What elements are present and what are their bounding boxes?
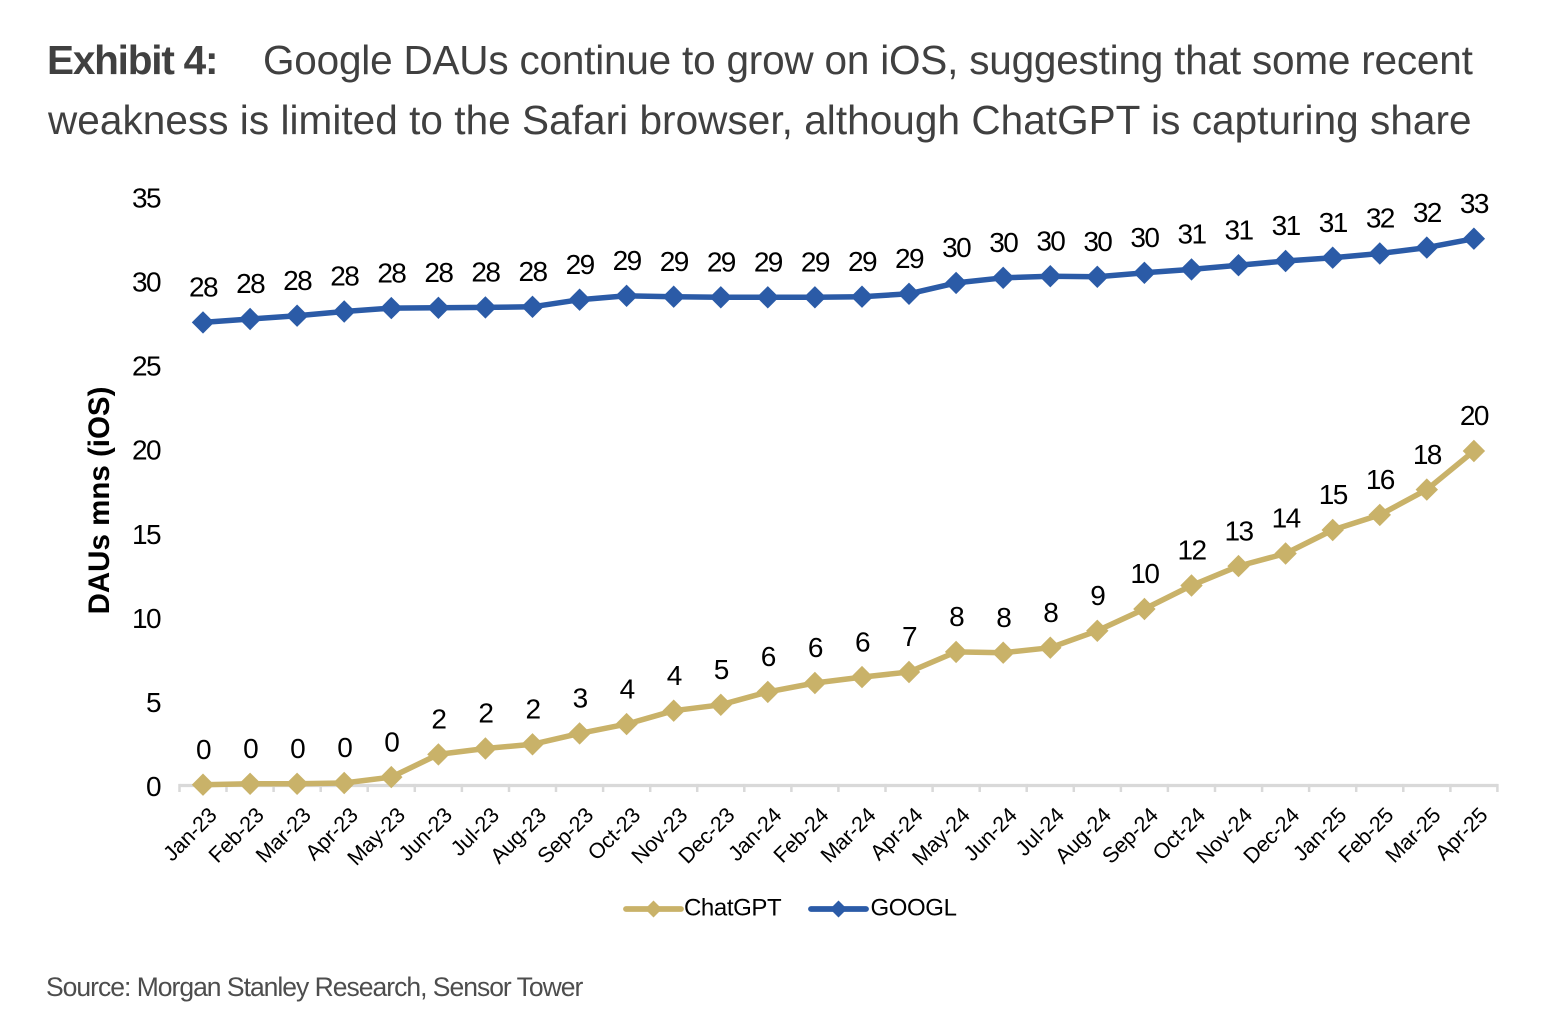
svg-text:2: 2 xyxy=(526,694,541,725)
svg-text:29: 29 xyxy=(801,247,830,278)
svg-text:6: 6 xyxy=(761,641,776,672)
svg-text:7: 7 xyxy=(902,621,917,652)
svg-text:30: 30 xyxy=(132,267,161,298)
svg-text:35: 35 xyxy=(132,183,161,214)
svg-text:Google DAUs continue to grow o: Google DAUs continue to grow on iOS, sug… xyxy=(263,37,1473,83)
svg-text:15: 15 xyxy=(132,519,161,550)
svg-text:10: 10 xyxy=(132,603,161,634)
svg-text:31: 31 xyxy=(1319,207,1348,238)
svg-text:20: 20 xyxy=(1460,400,1489,431)
svg-text:28: 28 xyxy=(471,257,500,288)
svg-text:2: 2 xyxy=(431,704,446,735)
svg-text:4: 4 xyxy=(667,660,682,691)
svg-text:weakness is limited to the Saf: weakness is limited to the Safari browse… xyxy=(47,97,1472,143)
svg-text:28: 28 xyxy=(330,261,359,292)
svg-text:31: 31 xyxy=(1225,214,1254,245)
svg-text:DAUs mns (iOS): DAUs mns (iOS) xyxy=(83,387,116,615)
svg-text:Exhibit 4:: Exhibit 4: xyxy=(47,37,217,83)
svg-text:15: 15 xyxy=(1319,479,1348,510)
svg-text:9: 9 xyxy=(1090,580,1105,611)
svg-text:29: 29 xyxy=(566,249,595,280)
svg-text:30: 30 xyxy=(989,227,1018,258)
svg-text:28: 28 xyxy=(377,257,406,288)
svg-text:29: 29 xyxy=(613,245,642,276)
svg-text:2: 2 xyxy=(478,698,493,729)
svg-text:28: 28 xyxy=(519,256,548,287)
svg-text:28: 28 xyxy=(283,265,312,296)
svg-text:8: 8 xyxy=(996,602,1011,633)
svg-text:30: 30 xyxy=(1083,226,1112,257)
svg-text:18: 18 xyxy=(1413,439,1442,470)
svg-text:20: 20 xyxy=(132,435,161,466)
svg-text:0: 0 xyxy=(243,733,258,764)
svg-text:GOOGL: GOOGL xyxy=(871,895,957,922)
svg-text:14: 14 xyxy=(1272,503,1301,534)
svg-text:30: 30 xyxy=(942,232,971,263)
svg-text:30: 30 xyxy=(1130,222,1159,253)
svg-text:31: 31 xyxy=(1272,210,1301,241)
svg-text:5: 5 xyxy=(146,687,161,718)
svg-text:29: 29 xyxy=(754,247,783,278)
svg-text:0: 0 xyxy=(337,732,352,763)
svg-text:5: 5 xyxy=(714,654,729,685)
svg-text:29: 29 xyxy=(707,247,736,278)
svg-text:28: 28 xyxy=(236,268,265,299)
svg-text:25: 25 xyxy=(132,351,161,382)
svg-text:4: 4 xyxy=(620,673,635,704)
svg-text:28: 28 xyxy=(424,257,453,288)
svg-text:Source: Morgan Stanley Researc: Source: Morgan Stanley Research, Sensor … xyxy=(46,972,584,1002)
svg-text:29: 29 xyxy=(660,246,689,277)
svg-text:33: 33 xyxy=(1460,188,1489,219)
svg-text:29: 29 xyxy=(848,246,877,277)
svg-text:12: 12 xyxy=(1178,535,1207,566)
svg-text:0: 0 xyxy=(384,726,399,757)
svg-text:16: 16 xyxy=(1366,464,1395,495)
svg-text:6: 6 xyxy=(855,626,870,657)
svg-text:32: 32 xyxy=(1413,197,1442,228)
svg-text:0: 0 xyxy=(146,771,161,802)
svg-text:8: 8 xyxy=(1043,597,1058,628)
svg-text:6: 6 xyxy=(808,632,823,663)
svg-text:29: 29 xyxy=(895,243,924,274)
svg-text:0: 0 xyxy=(196,734,211,765)
svg-text:32: 32 xyxy=(1366,203,1395,234)
svg-text:8: 8 xyxy=(949,601,964,632)
svg-text:13: 13 xyxy=(1225,515,1254,546)
svg-text:10: 10 xyxy=(1130,558,1159,589)
svg-text:3: 3 xyxy=(573,683,588,714)
svg-text:28: 28 xyxy=(189,272,218,303)
svg-text:31: 31 xyxy=(1178,219,1207,250)
svg-text:ChatGPT: ChatGPT xyxy=(684,895,782,922)
svg-text:0: 0 xyxy=(290,733,305,764)
svg-text:30: 30 xyxy=(1036,225,1065,256)
